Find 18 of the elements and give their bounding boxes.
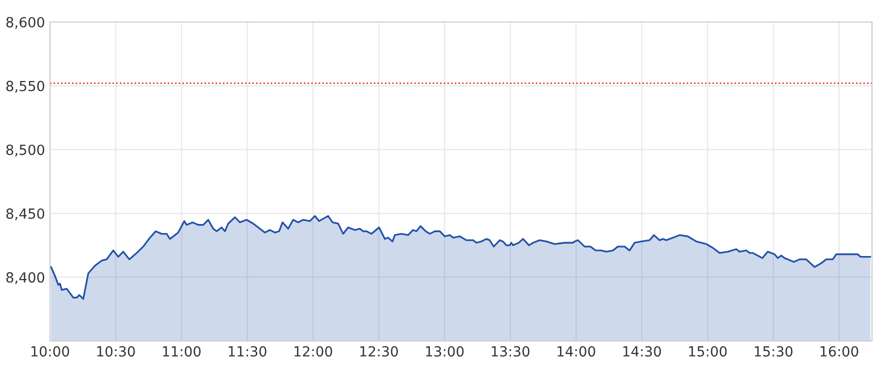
x-tick-label: 14:30 xyxy=(623,346,661,357)
x-tick-label: 14:00 xyxy=(558,346,596,357)
x-tick-label: 12:30 xyxy=(360,346,398,357)
y-tick-label: 8,400 xyxy=(6,272,44,284)
x-tick-label: 15:00 xyxy=(689,346,727,357)
x-tick-label: 13:00 xyxy=(426,346,464,357)
y-tick-label: 8,550 xyxy=(6,80,44,93)
y-tick-label: 8,600 xyxy=(6,16,44,29)
x-tick-label: 11:30 xyxy=(228,346,266,357)
y-tick-label: 8,500 xyxy=(6,144,44,156)
x-tick-label: 12:00 xyxy=(294,346,332,357)
x-tick-label: 13:30 xyxy=(492,346,530,357)
x-tick-label: 16:00 xyxy=(820,346,858,357)
x-tick-label: 15:30 xyxy=(754,346,792,357)
x-tick-label: 10:30 xyxy=(97,346,135,357)
x-tick-label: 11:00 xyxy=(163,346,201,357)
y-tick-label: 8,450 xyxy=(6,208,44,220)
x-tick-label: 10:00 xyxy=(32,346,70,357)
